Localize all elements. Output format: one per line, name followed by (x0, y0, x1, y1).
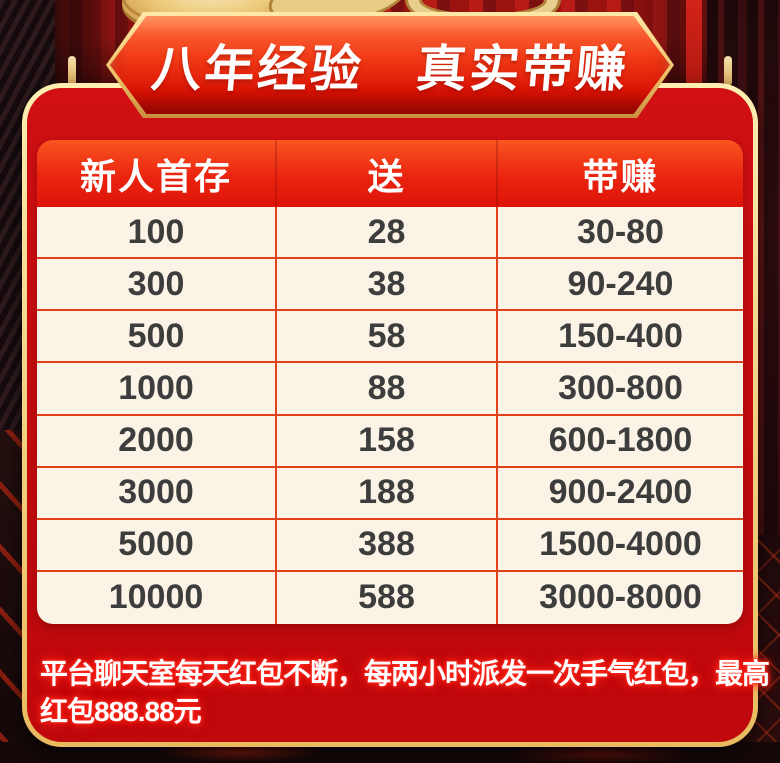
red-packet-note-line2: 红包888.88元 (40, 696, 202, 727)
table-row: 500 58 150-400 (37, 311, 743, 364)
table-row: 1000 88 300-800 (37, 363, 743, 416)
table-cell: 58 (277, 311, 498, 362)
table-cell: 5000 (37, 519, 278, 570)
table-cell: 300 (37, 259, 278, 310)
table-cell: 500 (37, 311, 278, 362)
table-cell: 30-80 (577, 212, 664, 251)
table-cell: 10000 (37, 571, 278, 624)
experience-banner-badge: 八年经验 真实带赚 (106, 12, 674, 118)
red-packet-note-line1: 平台聊天室每天红包不断，每两小时派发一次手气红包，最高 (40, 658, 770, 689)
table-row: 5000 388 1500-4000 (37, 519, 743, 572)
table-cell: 2000 (37, 415, 278, 466)
table-cell: 90-240 (567, 264, 674, 303)
table-cell: 150-400 (558, 316, 683, 355)
column-header-first-deposit: 新人首存 (37, 140, 278, 207)
table-cell: 100 (37, 207, 278, 258)
promo-panel-inner: 新人首存 送 带赚 100 28 30-80 300 38 90-240 500 58 150-… (27, 88, 770, 742)
table-cell: 188 (277, 467, 498, 518)
table-cell: 588 (277, 571, 498, 624)
column-header-earnings: 带赚 (582, 155, 659, 197)
table-cell: 158 (277, 415, 498, 466)
deposit-bonus-table: 新人首存 送 带赚 100 28 30-80 300 38 90-240 500 58 150-… (37, 140, 743, 624)
table-row: 2000 158 600-1800 (37, 415, 743, 468)
promo-panel: 新人首存 送 带赚 100 28 30-80 300 38 90-240 500 58 150-… (22, 83, 770, 747)
table-cell: 28 (277, 207, 498, 258)
gold-ornament (724, 56, 732, 86)
table-cell: 1500-4000 (539, 525, 702, 564)
table-row: 300 38 90-240 (37, 259, 743, 312)
table-cell: 3000 (37, 467, 278, 518)
table-row: 10000 588 3000-8000 (37, 571, 743, 624)
table-cell: 900-2400 (548, 473, 693, 512)
table-cell: 1000 (37, 363, 278, 414)
table-cell: 3000-8000 (539, 578, 702, 617)
experience-banner-body: 八年经验 真实带赚 (110, 16, 670, 114)
table-cell: 388 (277, 519, 498, 570)
deposit-table-header: 新人首存 送 带赚 (37, 140, 743, 207)
table-cell: 38 (277, 259, 498, 310)
red-packet-note: 平台聊天室每天红包不断，每两小时派发一次手气红包，最高 红包888.88元 (40, 655, 770, 731)
table-cell: 300-800 (558, 368, 683, 407)
table-row: 3000 188 900-2400 (37, 467, 743, 520)
deposit-table-body: 100 28 30-80 300 38 90-240 500 58 150-400 1000 88 3… (37, 207, 743, 624)
table-row: 100 28 30-80 (37, 207, 743, 260)
bg-bottom-strip (0, 742, 780, 763)
table-cell: 88 (277, 363, 498, 414)
gold-ornament (68, 56, 76, 86)
table-cell: 600-1800 (548, 421, 693, 460)
column-header-bonus: 送 (277, 140, 498, 207)
banner-title: 八年经验 真实带赚 (148, 41, 631, 97)
